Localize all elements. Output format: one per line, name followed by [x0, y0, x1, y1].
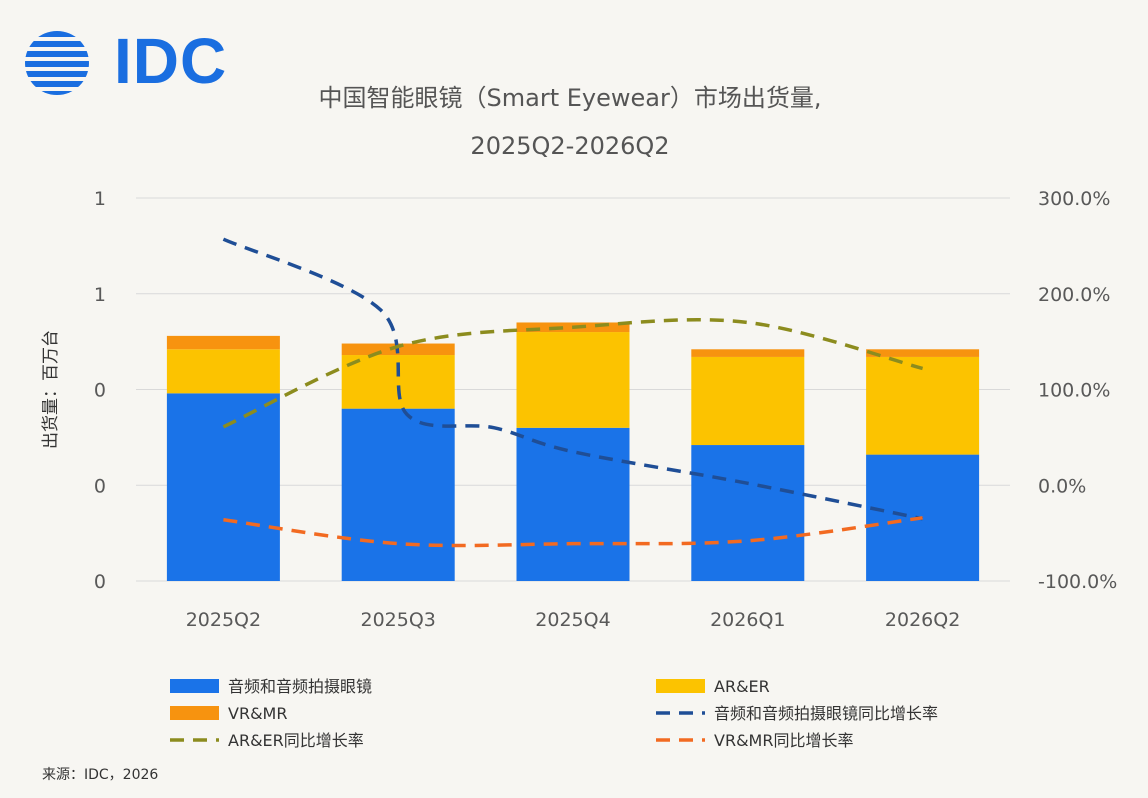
- right-axis-tick-label: -100.0%: [1038, 571, 1117, 593]
- bar-segment: [866, 349, 980, 357]
- bar-segment: [691, 349, 805, 357]
- idc-logo: IDC: [22, 25, 232, 98]
- y-axis-title: 出货量：百万台: [41, 330, 61, 449]
- legend-label: VR&MR同比增长率: [714, 731, 853, 750]
- growth-rate-line: [222, 237, 923, 521]
- idc-globe-icon: [25, 31, 89, 95]
- legend-swatch: [170, 679, 219, 693]
- bar-segment: [166, 393, 280, 581]
- growth-rate-line: [223, 516, 923, 548]
- right-axis-tick-label: 100.0%: [1038, 380, 1110, 402]
- bar-segment: [341, 408, 455, 581]
- legend-label: VR&MR: [228, 704, 287, 723]
- bar-segment: [691, 356, 805, 446]
- bar-segment: [516, 427, 630, 581]
- left-axis-tick-label: 0: [94, 475, 106, 497]
- x-axis-tick-label: 2026Q2: [885, 609, 960, 631]
- chart-title-line1: 中国智能眼镜（Smart Eyewear）市场出货量,: [318, 84, 822, 112]
- source-note: 来源：IDC，2026: [42, 767, 159, 783]
- legend-label: 音频和音频拍摄眼镜同比增长率: [714, 704, 938, 723]
- x-axis-tick-label: 2025Q4: [535, 609, 610, 631]
- left-axis-tick-label: 1: [94, 284, 106, 306]
- x-axis-tick-label: 2025Q3: [360, 609, 435, 631]
- bar-segment: [166, 349, 280, 394]
- bar-segment: [866, 356, 980, 455]
- bar-segment: [691, 445, 805, 581]
- bar-segment: [516, 332, 630, 428]
- chart-title-line2: 2025Q2-2026Q2: [470, 132, 670, 160]
- legend-swatch: [656, 679, 705, 693]
- x-axis-tick-label: 2026Q1: [710, 609, 785, 631]
- growth-rate-line: [222, 317, 924, 429]
- left-axis-tick-label: 1: [94, 188, 106, 210]
- left-axis-tick-label: 0: [94, 571, 106, 593]
- bar-segment: [166, 335, 280, 350]
- left-axis-tick-label: 0: [94, 380, 106, 402]
- logo-text: IDC: [114, 25, 228, 97]
- legend-label: AR&ER: [714, 677, 770, 696]
- legend-label: AR&ER同比增长率: [228, 731, 364, 750]
- legend-swatch: [170, 706, 219, 720]
- right-axis-tick-label: 0.0%: [1038, 475, 1086, 497]
- legend-label: 音频和音频拍摄眼镜: [228, 677, 372, 696]
- x-axis-tick-label: 2025Q2: [186, 609, 261, 631]
- right-axis-tick-label: 200.0%: [1038, 284, 1110, 306]
- right-axis-tick-label: 300.0%: [1038, 188, 1110, 210]
